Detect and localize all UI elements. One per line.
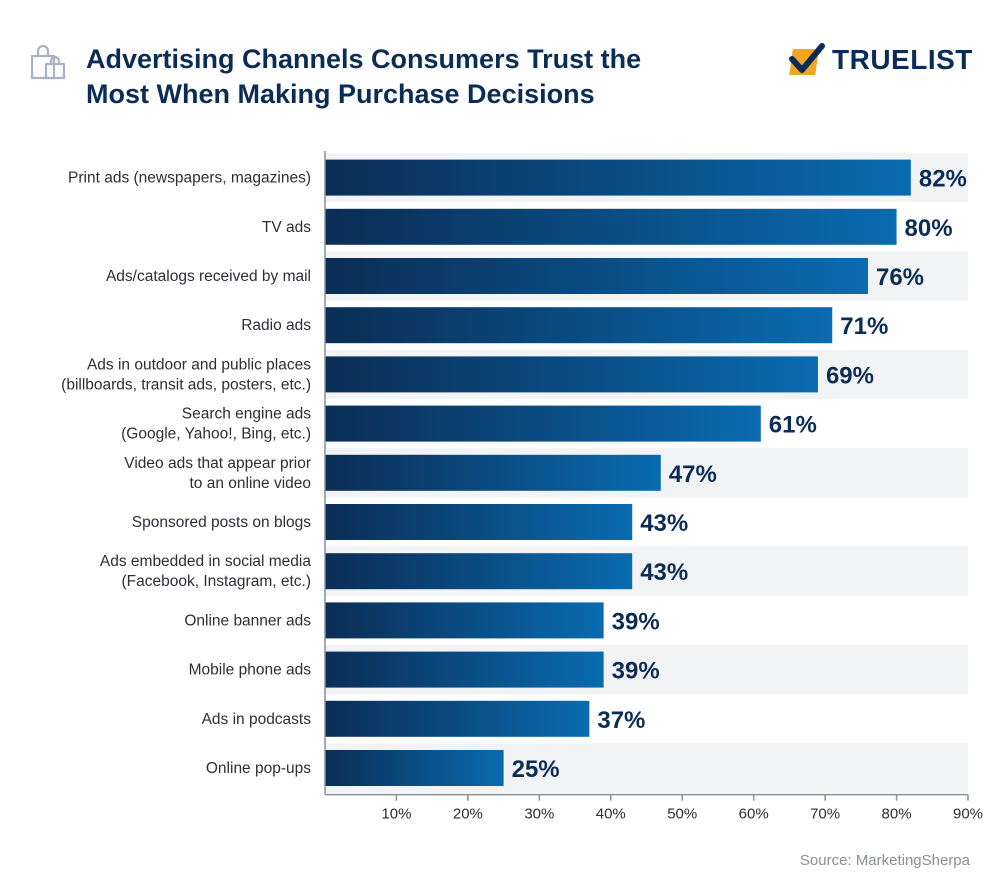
data-label: 39% — [612, 658, 660, 685]
x-tick-label: 70% — [810, 806, 840, 823]
category-label: Print ads (newspapers, magazines) — [68, 170, 311, 187]
x-tick-label: 40% — [596, 806, 626, 823]
data-label: 76% — [876, 264, 924, 291]
title-line-1: Advertising Channels Consumers Trust the — [86, 44, 642, 74]
category-label: Ads embedded in social media — [100, 553, 311, 570]
category-label: to an online video — [189, 475, 311, 492]
x-tick-label: 50% — [667, 806, 697, 823]
page-title: Advertising Channels Consumers Trust the… — [86, 42, 746, 112]
category-label: Ads/catalogs received by mail — [106, 268, 311, 285]
bar — [325, 454, 661, 491]
header: Advertising Channels Consumers Trust the… — [0, 0, 1000, 140]
category-label: Video ads that appear prior — [124, 455, 311, 472]
data-label: 69% — [826, 362, 874, 389]
category-label: (Google, Yahoo!, Bing, etc.) — [121, 426, 311, 443]
truelist-logo: TRUELIST — [788, 40, 973, 80]
category-label: Ads in podcasts — [202, 711, 312, 728]
source-note: Source: MarketingSherpa — [799, 852, 970, 869]
data-label: 80% — [905, 215, 953, 242]
truelist-check-icon — [789, 43, 825, 75]
x-tick-label: 10% — [381, 806, 411, 823]
category-label: Online pop-ups — [206, 760, 311, 777]
data-label: 71% — [840, 313, 888, 340]
category-label: Radio ads — [241, 317, 311, 334]
bar — [325, 553, 633, 590]
x-tick-label: 30% — [524, 806, 554, 823]
data-label: 39% — [612, 608, 660, 635]
bar — [325, 307, 833, 344]
category-label: Search engine ads — [182, 406, 312, 423]
bar — [325, 750, 504, 786]
title-line-2: Most When Making Purchase Decisions — [86, 79, 595, 109]
category-label: (billboards, transit ads, posters, etc.) — [61, 376, 311, 393]
shopping-bag-icon — [30, 44, 66, 80]
category-label: Ads in outdoor and public places — [87, 356, 311, 373]
data-label: 43% — [640, 510, 688, 537]
category-label: TV ads — [262, 219, 311, 236]
bar — [325, 208, 897, 245]
bar — [325, 700, 590, 737]
category-label: Sponsored posts on blogs — [132, 514, 311, 531]
x-tick-label: 60% — [739, 806, 769, 823]
category-label: (Facebook, Instagram, etc.) — [121, 573, 311, 590]
x-tick-label: 80% — [882, 806, 912, 823]
x-tick-label: 20% — [453, 806, 483, 823]
data-label: 43% — [640, 559, 688, 586]
bar — [325, 504, 633, 540]
data-label: 47% — [669, 461, 717, 488]
bar — [325, 356, 818, 393]
data-label: 25% — [512, 756, 560, 783]
bar — [325, 159, 911, 196]
x-tick-label: 90% — [953, 806, 983, 823]
logo-text: TRUELIST — [832, 44, 973, 75]
bar — [325, 651, 604, 688]
data-label: 37% — [597, 707, 645, 734]
category-label: Mobile phone ads — [189, 662, 312, 679]
bar — [325, 602, 604, 639]
category-label: Online banner ads — [184, 612, 311, 629]
data-label: 61% — [769, 412, 817, 439]
bar — [325, 405, 761, 442]
data-label: 82% — [919, 166, 967, 193]
bar — [325, 258, 868, 294]
